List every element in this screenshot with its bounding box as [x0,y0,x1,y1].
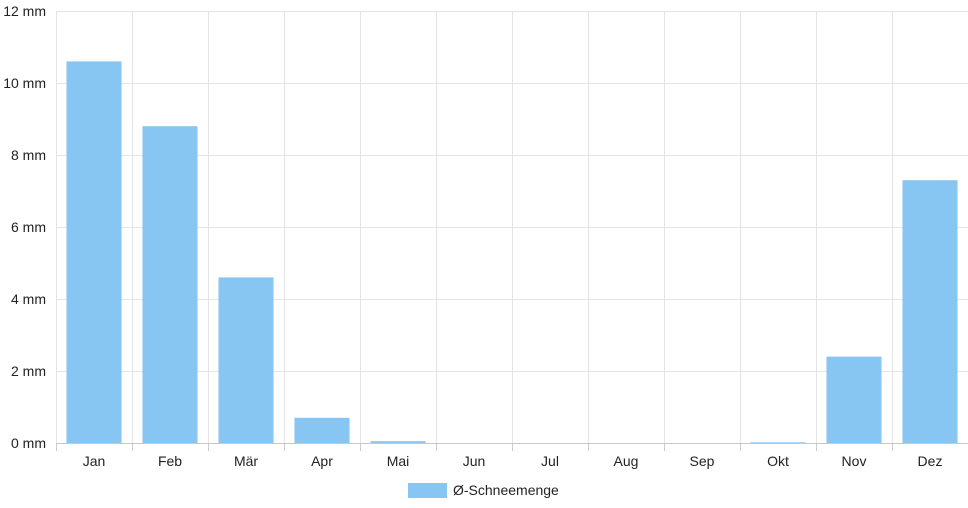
y-tick-label: 4 mm [11,291,46,307]
y-tick-label: 0 mm [11,435,46,451]
bar-apr[interactable] [294,417,350,443]
y-tick-labels: 0 mm 2 mm 4 mm 6 mm 8 mm 10 mm 12 mm [3,3,46,451]
x-tick-labels: Jan Feb Mär Apr Mai Jun Jul Aug Sep Okt Nov Dez [83,453,943,469]
y-tick-label: 12 mm [3,3,46,19]
bar-dez[interactable] [902,180,958,443]
x-tick-label: Apr [311,453,333,469]
bar-jan[interactable] [66,61,122,444]
x-tick-label: Mär [234,453,258,469]
x-tick-label: Okt [767,453,789,469]
y-tick-label: 8 mm [11,147,46,163]
legend-swatch [408,483,447,498]
x-tick-label: Dez [918,453,943,469]
bar-nov[interactable] [826,356,882,443]
x-tick-label: Mai [387,453,410,469]
legend-label: Ø-Schneemenge [453,482,559,498]
x-tick-label: Feb [158,453,182,469]
bars [66,61,958,444]
x-tick-label: Jul [541,453,559,469]
y-tick-label: 2 mm [11,363,46,379]
x-tick-label: Aug [614,453,639,469]
axes [56,443,968,451]
legend[interactable]: Ø-Schneemenge [408,482,559,498]
bar-mai[interactable] [370,441,426,443]
grid [56,11,968,443]
bar-mär[interactable] [218,277,274,443]
x-tick-label: Sep [690,453,715,469]
x-tick-label: Jun [463,453,486,469]
y-tick-label: 10 mm [3,75,46,91]
bar-feb[interactable] [142,126,198,443]
y-tick-label: 6 mm [11,219,46,235]
x-tick-label: Nov [842,453,867,469]
x-tick-label: Jan [83,453,106,469]
bar-okt[interactable] [750,442,806,443]
